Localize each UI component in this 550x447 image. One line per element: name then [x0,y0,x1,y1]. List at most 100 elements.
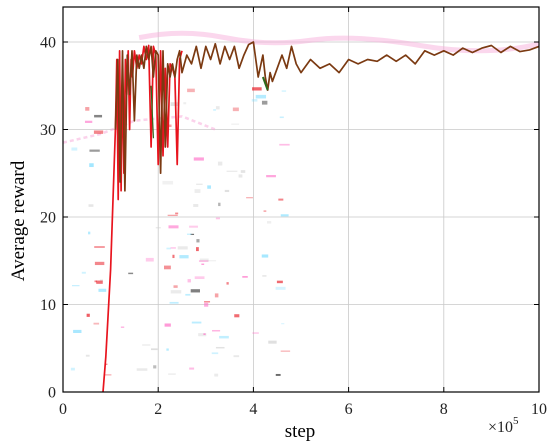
noise-speck [168,373,176,375]
grid [63,7,539,392]
x-multiplier-label: ×105 [488,415,519,436]
axis-ticks: 0 2 4 6 8 10 0 10 20 30 40 [40,7,547,418]
noise-speck [196,183,203,185]
noise-speck [278,198,284,201]
noise-speck [98,288,107,292]
noise-speck [85,107,90,111]
x-tick-label: 8 [440,401,448,418]
noise-speck [168,124,172,128]
noise-speck [73,329,82,333]
noise-speck [252,332,259,334]
noise-speck [70,367,75,371]
noise-speck [193,157,204,161]
noise-speck [89,149,100,152]
noise-speck [145,257,154,262]
noise-speck [234,314,240,318]
noise-speck [183,102,187,105]
y-axis-label: Average reward [8,160,29,281]
noise-speck [203,333,206,335]
x-tick-label: 10 [531,401,547,418]
noise-speck [193,204,199,207]
noise-speck [168,225,179,229]
noise-speck [153,365,157,369]
noise-speck [212,329,221,332]
x-axis-label: step [285,421,316,442]
noise-speck [206,260,217,262]
noise-speck [96,280,103,284]
noise-speck [191,321,202,324]
noise-speck [231,123,240,125]
noise-speck [71,285,80,287]
noise-speck [190,289,200,293]
noise-speck [172,254,175,259]
noise-speck [275,373,281,376]
noise-speck [88,231,91,235]
noise-speck [190,233,195,235]
noise-speck [263,210,267,212]
noise-speck [213,109,217,111]
noise-speck [215,346,225,349]
noise-speck [261,100,268,105]
noise-speck [189,367,195,370]
y-tick-label: 30 [40,122,56,139]
noise-speck [166,247,171,250]
noise-speck [204,301,211,303]
noise-speck [166,348,169,351]
noise-speck [103,374,112,376]
noise-speck [85,354,90,357]
noise-speck [89,163,94,168]
noise-speck [94,261,105,266]
noise-speck [86,313,90,317]
noise-speck [262,275,267,277]
x-tick-label: 0 [59,401,67,418]
noise-speck [251,99,258,102]
noise-speck [280,350,291,352]
noise-speck [226,170,238,172]
noise-speck [93,322,100,325]
x-multiplier-base: ×10 [488,419,513,436]
noise-speck [199,258,209,262]
noise-speck [233,355,240,358]
noise-speck [179,255,189,259]
green-series-fragment [261,76,269,91]
series-lines [102,41,540,393]
noise-speck [128,272,134,275]
noise-speck [214,373,219,377]
noise-speck [94,114,103,118]
noise-speck [175,212,179,215]
noise-speck [186,233,192,235]
noise-speck [246,197,253,199]
noise-speck [170,290,182,294]
noise-speck [281,90,287,92]
noise-speck [279,116,284,119]
noise-speck [164,323,171,327]
noise-speck [162,180,174,185]
noise-speck [215,106,220,110]
noise-speck [185,293,191,296]
series-line-2 [114,41,540,192]
noise-speck [170,247,176,249]
noise-speck [151,348,158,351]
series-line-1 [102,44,183,393]
noise-speck [240,170,246,173]
y-tick-label: 0 [48,385,56,402]
noise-speck [280,214,289,217]
noise-speck [219,335,229,339]
noise-speck [207,185,211,189]
noise-speck [281,323,285,325]
noise-speck [226,282,229,285]
noise-speck [173,285,178,288]
plot-frame [62,6,540,393]
noise-speck [215,217,220,220]
noise-speck [275,286,286,290]
pink-noise-band [138,30,540,54]
noise-speck [187,279,191,283]
noise-speck [93,130,104,134]
noise-artifacts [62,30,540,377]
noise-speck [187,88,195,93]
noise-speck [177,246,188,250]
noise-speck [224,189,230,193]
noise-speck [167,214,178,217]
noise-speck [279,143,290,146]
